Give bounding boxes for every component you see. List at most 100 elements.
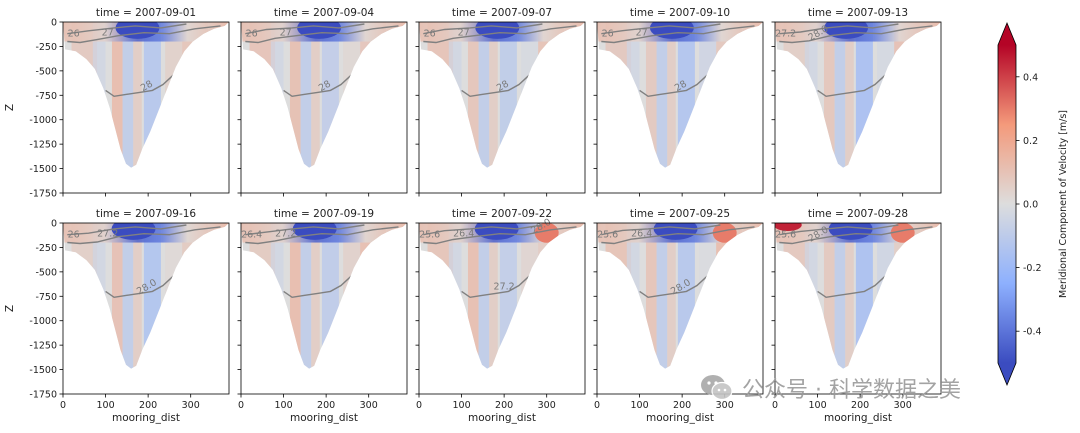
contour-line [817,70,891,98]
x-tick-label: 0 [60,400,66,411]
velocity-band [343,223,361,369]
axes-frame [596,21,764,194]
y-tick-label: -750 [35,292,57,303]
colorbar-tick-label: -0.2 [1023,263,1042,274]
colorbar-extend-top [998,23,1016,45]
panel: 26 27 28 time = 2007-09-01 0 -250 -500 -750 -100… [4,7,230,200]
y-axis-label: Z [4,305,16,312]
axes-frame [418,21,586,194]
contour-line [423,224,543,236]
x-axis-label: mooring_dist [646,412,714,424]
velocity-band [499,22,517,168]
colorbar-tick-label: 0.0 [1023,200,1038,211]
velocity-band [845,22,854,168]
velocity-band [182,22,208,168]
y-tick-label: -1500 [29,164,57,175]
contour-label: 25.6 [775,230,796,241]
velocity-band [855,22,873,168]
velocity-field [63,223,229,369]
panel-title: time = 2007-09-19 [274,208,374,220]
contour-line [779,25,933,44]
contour-line [461,271,535,299]
contour-line [67,25,221,44]
velocity-band [289,22,301,168]
contour-line [423,25,577,44]
panel: 26 27 28 time = 2007-09-10 [593,7,764,197]
contour-line [461,70,535,98]
colorbar-tick-label: 0.2 [1023,136,1038,147]
x-tick-label: 0 [772,400,778,411]
velocity-band [321,22,339,168]
contour-label: 26 [602,29,614,40]
axes-frame [62,21,230,194]
x-tick-label: 300 [894,400,912,411]
contour-label: 26 [424,29,436,40]
velocity-band [521,223,539,369]
x-tick-label: 300 [716,400,734,411]
colorbar-label: Meridional Component of Velocity [m/s] [1058,110,1069,298]
panel-title: time = 2007-09-28 [808,208,908,220]
contour-line [779,23,899,35]
colorbar: 0.4 0.2 0.0 -0.2 -0.4 Meridional Component of… [997,21,1069,387]
velocity-band [360,223,386,369]
x-tick-label: 200 [851,400,869,411]
panel: 26 27 28 time = 2007-09-04 [237,7,408,197]
panel-title: time = 2007-09-25 [630,208,730,220]
contour-label: 28 [495,78,511,94]
velocity-band [122,223,134,369]
axes-frame [418,222,586,395]
x-tick-label: 0 [416,400,422,411]
watermark-text: 公众号 · 科学数据之美 [742,378,961,403]
contour-line [67,224,187,236]
velocity-band [321,223,339,369]
x-tick-label: 0 [238,400,244,411]
contour-label: 26 [68,230,80,241]
velocity-band [834,22,846,168]
contour-line [245,25,399,44]
velocity-band [289,223,301,369]
velocity-band [699,22,717,168]
velocity-band [111,22,123,168]
contour-line [423,226,577,245]
velocity-band [877,22,895,168]
contour-label: 27 [102,28,114,39]
x-axis-label: mooring_dist [824,412,892,424]
velocity-band [143,22,161,168]
contour-label: 26.4 [631,229,652,240]
contour-line [639,271,713,299]
contour-label: 28 [317,78,333,94]
velocity-band [677,22,695,168]
contour-line [601,23,721,35]
watermark: 公众号 · 科学数据之美 [700,368,961,408]
colorbar-extend-bottom [998,363,1016,385]
velocity-band [133,22,142,168]
contour-line [601,25,755,44]
velocity-band [300,22,312,168]
x-tick-label: 300 [538,400,556,411]
velocity-band [111,223,123,369]
x-tick-label: 200 [139,400,157,411]
velocity-field [775,22,941,168]
x-tick-label: 300 [182,400,200,411]
velocity-band [448,223,462,369]
colorbar-body [998,45,1016,363]
eddy [775,223,802,231]
velocity-band [489,223,498,369]
x-tick-label: 100 [630,400,648,411]
y-tick-label: -250 [35,243,57,254]
y-tick-label: -1250 [29,341,57,352]
velocity-band [467,223,479,369]
velocity-band [489,22,498,168]
velocity-band [270,223,284,369]
velocity-band [311,223,320,369]
contour-line [779,226,933,245]
velocity-band [538,22,564,168]
x-tick-label: 100 [274,400,292,411]
contour-label: 25.6 [419,230,440,241]
contour-label: 26.4 [453,229,474,240]
contour-label: 27.2 [275,229,296,240]
contour-label: 27.2 [97,229,118,240]
x-tick-label: 0 [594,400,600,411]
